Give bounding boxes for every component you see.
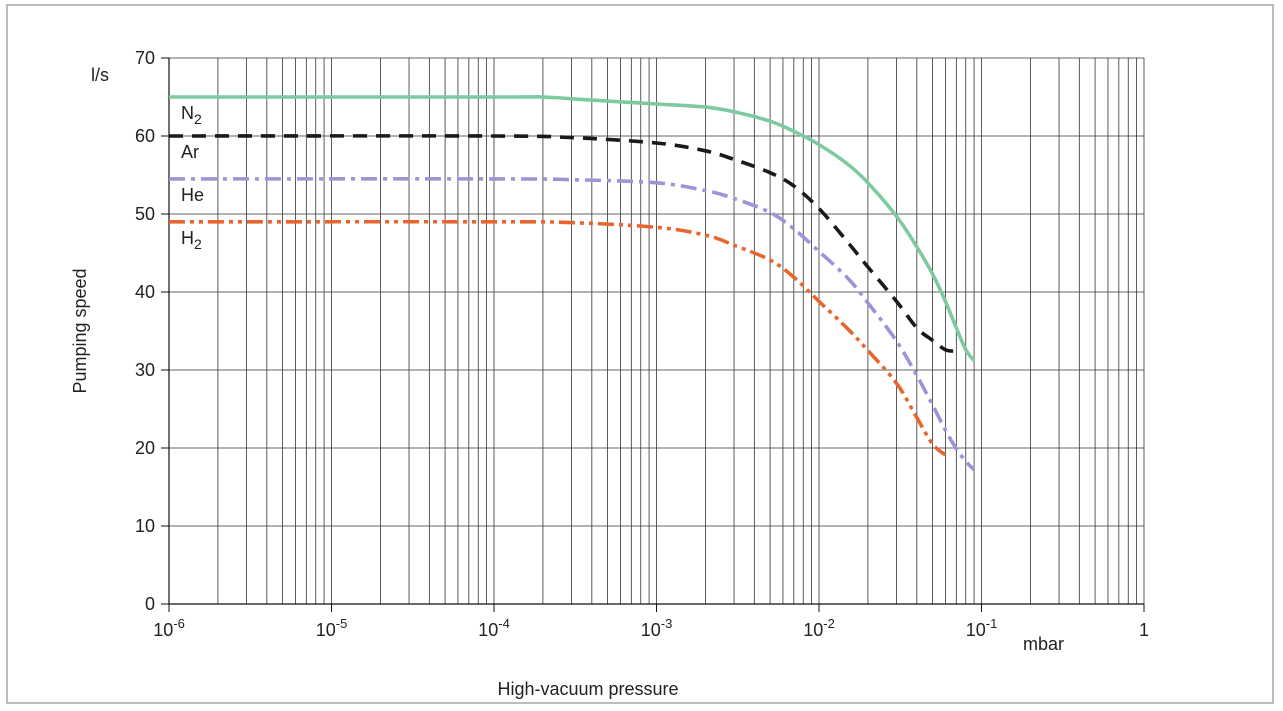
series-label-he: He: [181, 185, 204, 205]
series-lines: [168, 94, 976, 472]
series-line-he: [168, 177, 976, 472]
x-tick-label: 10-3: [641, 616, 673, 640]
series-label-h2: H2: [181, 228, 202, 252]
x-tick-label: 10-5: [316, 616, 348, 640]
series-line-ar: [168, 134, 957, 354]
y-tick-label: 10: [135, 516, 155, 536]
y-tick-label: 0: [145, 594, 155, 614]
x-tick-label: 1: [1139, 620, 1149, 640]
series-label-n2: N2: [181, 103, 202, 127]
x-axis-title: High-vacuum pressure: [497, 679, 678, 699]
y-axis-title: Pumping speed: [70, 268, 90, 393]
x-tick-label: 10-2: [803, 616, 835, 640]
series-line-h2: [168, 219, 947, 457]
x-tick-label: 10-1: [966, 616, 998, 640]
series-line-n2: [169, 94, 976, 362]
y-tick-labels: 0 10 20 30 40 50 60 70: [135, 48, 169, 614]
pumping-speed-chart: 0 10 20 30 40 50 60 70 10-6 10-5 10-4 10-3 10-2 10-1…: [70, 48, 1149, 699]
series-label-ar: Ar: [181, 142, 199, 162]
x-tick-labels: 10-6 10-5 10-4 10-3 10-2 10-1 1: [153, 604, 1149, 640]
y-tick-label: 60: [135, 126, 155, 146]
y-unit-label: l/s: [91, 65, 109, 85]
x-tick-label: 10-4: [478, 616, 510, 640]
grid-lines: [169, 57, 1145, 604]
x-unit-label: mbar: [1023, 634, 1064, 654]
y-tick-label: 40: [135, 282, 155, 302]
y-tick-label: 20: [135, 438, 155, 458]
chart-frame: 0 10 20 30 40 50 60 70 10-6 10-5 10-4 10-3 10-2 10-1…: [6, 4, 1274, 704]
y-tick-label: 70: [135, 48, 155, 68]
x-tick-label: 10-6: [153, 616, 185, 640]
y-tick-label: 50: [135, 204, 155, 224]
series-labels: N2 Ar He H2: [181, 103, 204, 252]
y-tick-label: 30: [135, 360, 155, 380]
